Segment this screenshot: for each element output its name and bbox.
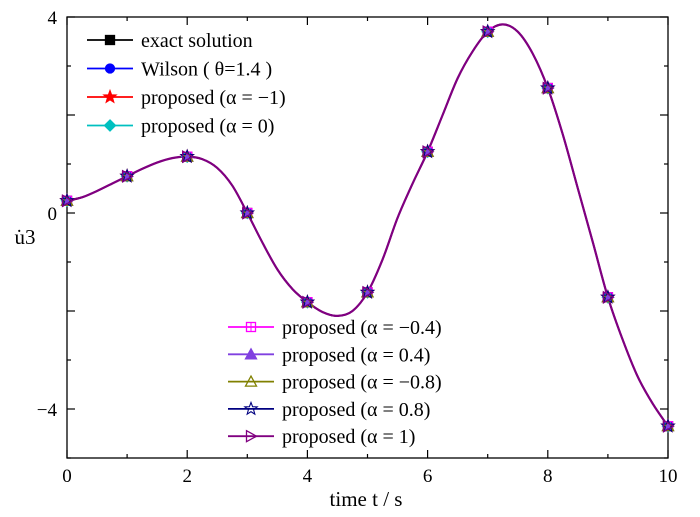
- data-point: [360, 285, 375, 298]
- x-tick-label: 6: [423, 466, 433, 487]
- legend-marker: [245, 321, 257, 333]
- data-point: [541, 81, 555, 94]
- data-point: [662, 419, 675, 433]
- data-point: [542, 81, 555, 95]
- data-point: [61, 194, 74, 208]
- legend-bottom-center: proposed (α = −0.4) proposed (α = 0.4) pro…: [228, 317, 442, 448]
- legend-label: proposed (α = 1): [282, 426, 415, 448]
- legend-label: proposed (α = −0.8): [282, 372, 442, 394]
- legend-marker: [104, 34, 116, 46]
- data-point: [182, 150, 195, 164]
- tick-labels: 0 2 4 6 8 10 4 0 −4: [37, 8, 678, 487]
- legend-label: proposed (α = −1): [141, 87, 286, 109]
- x-tick-label: 10: [659, 466, 678, 487]
- legend-label: exact solution: [141, 30, 253, 52]
- legend-label: Wilson ( θ=1.4 ): [141, 59, 272, 81]
- data-point: [302, 295, 315, 309]
- legend-entry: proposed (α = 0.8): [228, 399, 430, 421]
- legend-entry: proposed (α = 1): [228, 426, 415, 448]
- data-point: [601, 290, 615, 303]
- x-tick-label: 8: [543, 466, 553, 487]
- data-point: [661, 419, 675, 432]
- axis-ticks: [66, 16, 669, 459]
- data-point: [60, 193, 74, 206]
- legend-marker: [103, 119, 117, 132]
- data-point: [240, 206, 254, 219]
- legend-marker: [102, 88, 118, 104]
- data-point: [121, 169, 134, 183]
- legend-entry: Wilson ( θ=1.4 ): [87, 59, 272, 81]
- legend-top-left: exact solution Wilson ( θ=1.4 ) proposed (…: [87, 30, 286, 138]
- data-point: [421, 144, 435, 157]
- y-tick-label: −4: [37, 400, 58, 421]
- legend-marker: [243, 400, 259, 416]
- legend-entry: proposed (α = −1): [87, 87, 286, 109]
- y-axis-label: u̇3: [15, 225, 36, 249]
- legend-entry: exact solution: [87, 30, 253, 52]
- x-tick-label: 2: [182, 466, 192, 487]
- y-tick-label: 0: [48, 204, 58, 225]
- data-point: [120, 169, 134, 182]
- data-point: [242, 206, 255, 220]
- legend-label: proposed (α = −0.4): [282, 317, 442, 339]
- data-point: [180, 149, 194, 162]
- legend-marker: [104, 63, 116, 74]
- data-point: [422, 145, 435, 159]
- data-point: [362, 285, 375, 299]
- legend-label: proposed (α = 0): [141, 116, 274, 138]
- legend-label: proposed (α = 0.8): [282, 399, 430, 421]
- y-tick-label: 4: [48, 8, 58, 29]
- series-markers: [59, 23, 676, 433]
- legend-marker: [244, 374, 258, 387]
- legend-entry: proposed (α = 0): [87, 116, 274, 138]
- x-tick-label: 0: [62, 466, 72, 487]
- legend-marker: [244, 347, 258, 360]
- data-point: [481, 24, 495, 37]
- legend-entry: proposed (α = −0.4): [228, 317, 442, 339]
- legend-entry: proposed (α = 0.4): [228, 344, 430, 366]
- x-axis-label: time t / s: [330, 487, 403, 511]
- data-point: [482, 25, 495, 39]
- legend-marker: [245, 429, 258, 443]
- legend-entry: proposed (α = −0.8): [228, 372, 442, 394]
- data-point: [300, 295, 314, 308]
- x-tick-label: 4: [303, 466, 313, 487]
- legend-label: proposed (α = 0.4): [282, 344, 430, 366]
- data-point: [602, 290, 615, 304]
